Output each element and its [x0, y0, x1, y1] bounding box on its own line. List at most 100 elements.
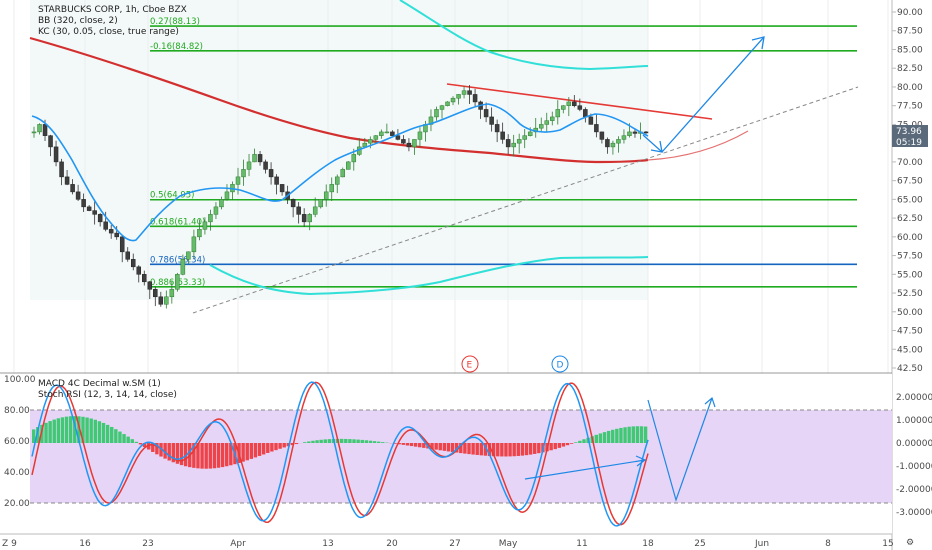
stoch-legend: Stoch RSI (12, 3, 14, 14, close) — [38, 390, 177, 400]
candle-body — [31, 131, 37, 134]
candle-body — [538, 124, 544, 129]
earnings-event-icon[interactable]: E — [461, 355, 479, 373]
kc-middle-line — [31, 103, 649, 242]
stoch-tick-label: 40.00 — [4, 468, 30, 478]
candle-body — [75, 191, 81, 200]
last-price-label: 73.96 05:19 — [892, 125, 928, 148]
price-tick-label: 87.50 — [897, 27, 923, 37]
candle-body — [373, 135, 379, 140]
macd-bar — [212, 443, 217, 469]
candle-body — [158, 296, 164, 305]
macd-bar — [393, 443, 397, 444]
macd-bar — [352, 439, 356, 443]
macd-bar — [266, 443, 270, 453]
macd-bar — [348, 439, 352, 443]
zoom-icon[interactable]: Z — [2, 539, 8, 549]
candle-body — [406, 142, 412, 148]
macd-bar — [643, 426, 648, 443]
macd-bar — [44, 422, 48, 443]
macd-bar — [36, 427, 40, 443]
dividend-event-icon[interactable]: D — [551, 355, 569, 373]
macd-bar — [459, 443, 463, 454]
settings-gear-icon[interactable]: ⚙ — [906, 538, 914, 548]
indicator-pane[interactable] — [0, 374, 892, 534]
macd-bar — [253, 443, 258, 458]
candle-body — [472, 94, 478, 103]
candle-body — [572, 101, 577, 106]
dividend-event-label: D — [557, 361, 564, 371]
macd-bar — [496, 443, 500, 457]
candle-body — [246, 161, 252, 170]
candle-body — [412, 139, 417, 148]
time-tick-label: 15 — [882, 539, 893, 549]
price-tick-label: 50.00 — [897, 308, 923, 318]
kc-legend: KC (30, 0.05, close, true range) — [38, 27, 179, 37]
macd-bar — [142, 443, 147, 448]
bb-middle-projection — [647, 130, 749, 161]
macd-bar — [381, 442, 385, 443]
candle-body — [263, 161, 268, 170]
macd-bar — [303, 442, 307, 443]
macd-bar — [463, 443, 467, 454]
candle-body — [318, 199, 323, 208]
macd-legend: MACD 4C Decimal w.SM (1) — [38, 379, 161, 389]
macd-bar — [611, 429, 615, 443]
time-tick-label: Jun — [754, 539, 769, 549]
candle-body — [64, 176, 70, 185]
macd-bar — [504, 443, 508, 457]
macd-bar — [487, 443, 492, 456]
time-tick-label: 18 — [642, 539, 654, 549]
candle-body — [125, 251, 130, 260]
candle-body — [92, 210, 97, 215]
candle-body — [103, 221, 108, 230]
candle-body — [191, 236, 197, 253]
price-tick-label: 42.50 — [897, 364, 923, 374]
macd-bar — [602, 432, 607, 443]
macd-bar — [130, 439, 134, 443]
macd-bar — [635, 426, 640, 443]
macd-bar — [434, 443, 438, 450]
price-tick-label: 80.00 — [897, 83, 923, 93]
candle-body — [114, 232, 119, 238]
last-price-value: 73.96 — [896, 127, 922, 137]
candle-body — [505, 139, 511, 148]
candle-body — [208, 214, 213, 223]
price-tick-label: 77.50 — [897, 102, 923, 112]
macd-bar — [483, 443, 488, 456]
macd-bar — [368, 440, 373, 443]
candle-body — [583, 109, 588, 118]
candle-body — [566, 101, 572, 106]
candle-body — [461, 90, 467, 95]
candle-body — [307, 214, 312, 223]
candle-body — [351, 154, 357, 163]
candle-body — [434, 109, 439, 118]
time-axis: 9 16 23 Apr 13 20 27 May 11 18 25 Jun 8 15 — [11, 539, 894, 549]
macd-bar — [68, 416, 73, 443]
macd-bar — [446, 443, 451, 452]
price-tick-label: 62.50 — [897, 214, 923, 224]
candle-body — [186, 251, 191, 260]
fib-level-label: 0.5(64.95) — [150, 191, 194, 201]
candle-body — [390, 131, 395, 136]
candle-body — [268, 169, 274, 178]
macd-bar — [557, 443, 562, 448]
candle-body — [522, 135, 527, 140]
macd-bar — [467, 443, 471, 455]
candle-body — [456, 94, 461, 99]
macd-bar — [409, 443, 414, 447]
price-tick-label: 57.50 — [897, 252, 923, 262]
macd-bar — [56, 418, 61, 443]
macd-bar — [101, 422, 106, 443]
earnings-event-label: E — [467, 361, 473, 371]
macd-bar — [282, 443, 286, 448]
candle-body — [312, 206, 318, 215]
macd-bar — [220, 443, 225, 468]
macd-bar — [192, 443, 196, 468]
candle-body — [594, 124, 599, 133]
time-tick-label: May — [499, 539, 518, 549]
price-tick-label: 47.50 — [897, 327, 923, 337]
